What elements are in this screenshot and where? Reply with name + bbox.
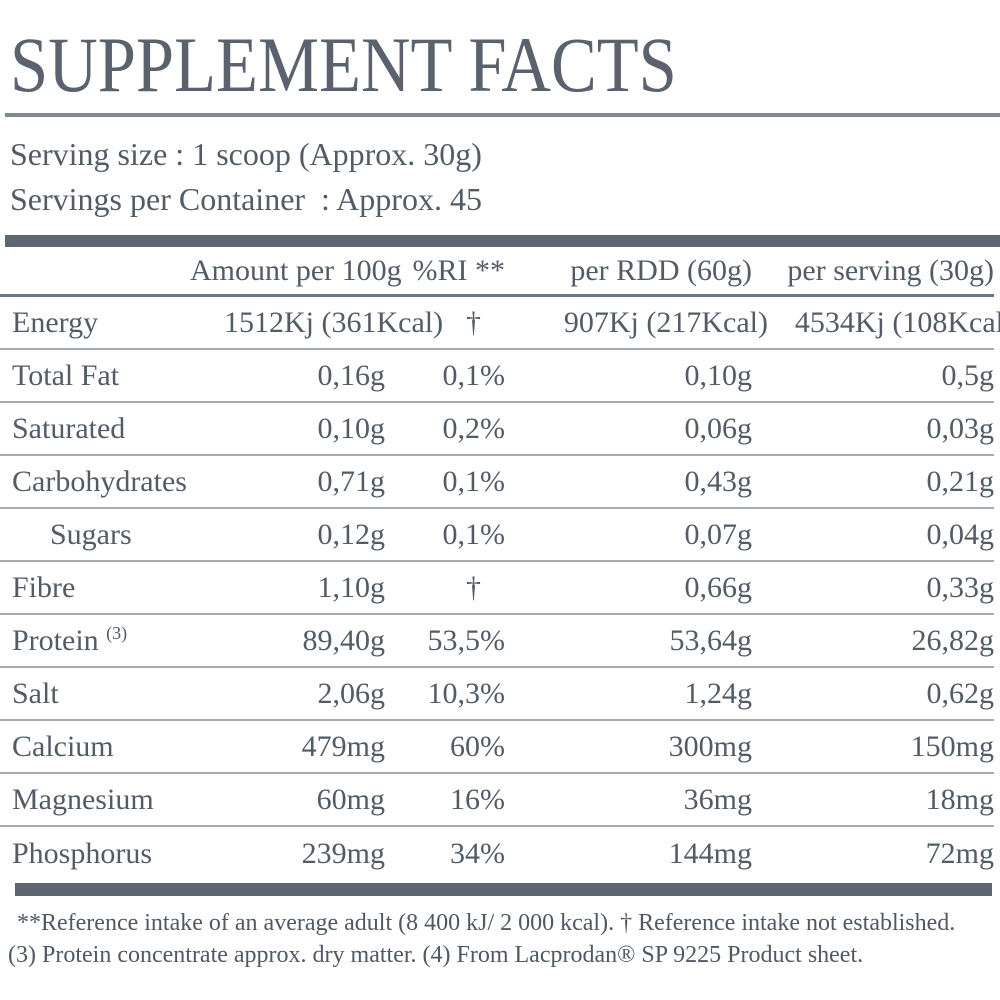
footnote-protein-source: (3) Protein concentrate approx. dry matt… <box>8 942 864 968</box>
header-per-rdd: per RDD (60g) <box>570 253 752 287</box>
title-divider <box>5 113 1000 117</box>
serving-info: Serving size : 1 scoop (Approx. 30g) Ser… <box>10 132 1000 222</box>
servings-per-container-line: Servings per Container : Approx. 45 <box>10 181 482 217</box>
bottom-divider-bar <box>15 883 992 896</box>
nutrient-name: Salt <box>12 676 59 710</box>
footnote-marker: (3) <box>106 622 128 643</box>
value-per-serving: 0,33g <box>926 570 995 604</box>
value-per-rdd: 53,64g <box>669 623 753 657</box>
value-per-rdd: 907Kj (217Kcal) <box>563 305 768 339</box>
value-percent-ri: 10,3% <box>427 676 506 710</box>
nutrient-name: Sugars <box>50 517 132 551</box>
value-per-100g: 60mg <box>316 782 385 816</box>
value-per-100g: 0,10g <box>317 411 386 445</box>
value-percent-ri: 53,5% <box>427 623 506 657</box>
value-percent-ri: 0,2% <box>442 411 506 445</box>
value-percent-ri: † <box>466 305 481 339</box>
nutrient-name: Saturated <box>12 411 126 445</box>
value-percent-ri: † <box>466 570 481 604</box>
footnote-reference-intake: **Reference intake of an average adult (… <box>17 910 956 936</box>
value-per-serving: 0,04g <box>926 517 995 551</box>
value-per-rdd: 0,07g <box>684 517 753 551</box>
table-row-magnesium: Magnesium 60mg 16% 36mg 18mg <box>0 774 994 827</box>
value-per-rdd: 36mg <box>683 782 752 816</box>
value-per-serving: 0,62g <box>926 676 995 710</box>
value-per-rdd: 300mg <box>668 729 752 763</box>
value-per-rdd: 0,43g <box>684 464 753 498</box>
value-per-100g: 0,12g <box>317 517 386 551</box>
value-percent-ri: 60% <box>450 729 505 763</box>
footnotes: **Reference intake of an average adult (… <box>0 907 1000 971</box>
value-per-100g: 1,10g <box>317 570 386 604</box>
table-row-energy: Energy 1512Kj (361Kcal) † 907Kj (217Kcal… <box>0 297 1000 350</box>
table-row-salt: Salt 2,06g 10,3% 1,24g 0,62g <box>0 668 994 721</box>
nutrient-name: Phosphorus <box>12 836 153 870</box>
table-row-sugars: Sugars 0,12g 0,1% 0,07g 0,04g <box>0 509 994 562</box>
value-per-serving: 26,82g <box>911 623 995 657</box>
value-per-100g: 0,16g <box>317 358 386 392</box>
value-per-serving: 0,5g <box>941 358 995 392</box>
value-per-rdd: 144mg <box>668 836 752 870</box>
table-row-calcium: Calcium 479mg 60% 300mg 150mg <box>0 721 994 774</box>
nutrient-name: Fibre <box>12 570 76 604</box>
value-percent-ri: 0,1% <box>442 517 506 551</box>
header-per-serving: per serving (30g) <box>787 253 994 287</box>
table-row-protein: Protein (3) 89,40g 53,5% 53,64g 26,82g <box>0 615 994 668</box>
value-per-100g: 89,40g <box>302 623 386 657</box>
value-per-rdd: 1,24g <box>684 676 753 710</box>
serving-size-line: Serving size : 1 scoop (Approx. 30g) <box>10 136 482 172</box>
value-percent-ri: 0,1% <box>442 358 506 392</box>
facts-table: Amount per 100g %RI ** per RDD (60g) per… <box>0 247 1000 880</box>
table-row-phosphorus: Phosphorus 239mg 34% 144mg 72mg <box>0 827 994 880</box>
value-per-100g: 0,71g <box>317 464 386 498</box>
value-per-rdd: 0,10g <box>684 358 753 392</box>
header-percent-ri: %RI ** <box>412 253 506 287</box>
value-percent-ri: 34% <box>450 836 505 870</box>
table-row-total-fat: Total Fat 0,16g 0,1% 0,10g 0,5g <box>0 350 994 403</box>
nutrient-name: Total Fat <box>12 358 120 392</box>
table-header-row: Amount per 100g %RI ** per RDD (60g) per… <box>0 247 994 297</box>
value-per-serving: 4534Kj (108Kcal) <box>794 305 1000 339</box>
header-amount-per-100g: Amount per 100g <box>190 253 402 287</box>
table-row-fibre: Fibre 1,10g † 0,66g 0,33g <box>0 562 994 615</box>
nutrient-name: Energy <box>12 305 99 339</box>
nutrient-name: Carbohydrates <box>12 464 187 498</box>
top-divider-bar <box>5 235 1000 247</box>
nutrient-name: Protein <box>12 623 99 657</box>
value-per-100g: 1512Kj (361Kcal) <box>224 305 444 339</box>
table-row-saturated: Saturated 0,10g 0,2% 0,06g 0,03g <box>0 403 994 456</box>
value-per-100g: 2,06g <box>317 676 386 710</box>
value-per-serving: 0,21g <box>926 464 995 498</box>
value-per-serving: 150mg <box>910 729 994 763</box>
table-row-carbohydrates: Carbohydrates 0,71g 0,1% 0,43g 0,21g <box>0 456 994 509</box>
value-per-serving: 72mg <box>925 836 994 870</box>
value-per-serving: 0,03g <box>926 411 995 445</box>
value-percent-ri: 16% <box>450 782 505 816</box>
value-per-rdd: 0,66g <box>684 570 753 604</box>
value-percent-ri: 0,1% <box>442 464 506 498</box>
value-per-100g: 479mg <box>301 729 385 763</box>
nutrient-name: Magnesium <box>12 782 154 816</box>
page-title: SUPPLEMENT FACTS <box>10 21 677 108</box>
value-per-rdd: 0,06g <box>684 411 753 445</box>
value-per-100g: 239mg <box>301 836 385 870</box>
value-per-serving: 18mg <box>925 782 994 816</box>
nutrient-name: Calcium <box>12 729 114 763</box>
